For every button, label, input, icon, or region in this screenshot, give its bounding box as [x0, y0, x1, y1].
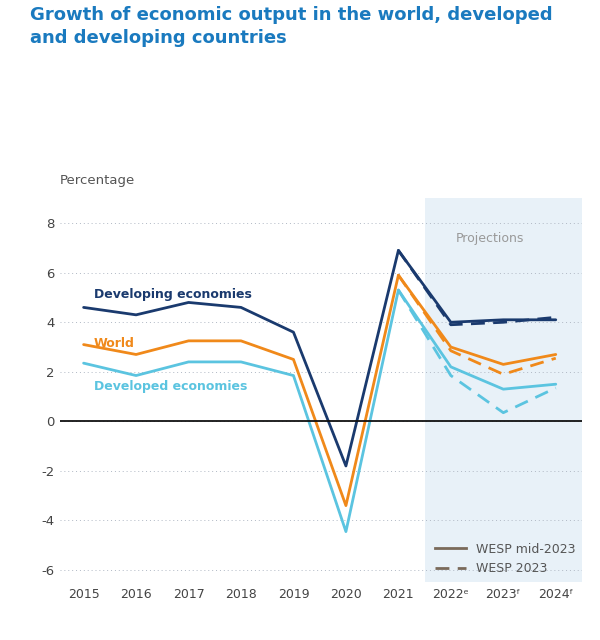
Text: Percentage: Percentage	[60, 174, 135, 187]
Legend: WESP mid-2023, WESP 2023: WESP mid-2023, WESP 2023	[430, 538, 581, 580]
Text: Growth of economic output in the world, developed
and developing countries: Growth of economic output in the world, …	[30, 6, 553, 47]
Text: Developing economies: Developing economies	[94, 288, 252, 301]
Text: World: World	[94, 337, 135, 350]
Bar	[425, 198, 582, 582]
Text: Developed economies: Developed economies	[94, 381, 247, 394]
Text: Projections: Projections	[456, 232, 524, 245]
